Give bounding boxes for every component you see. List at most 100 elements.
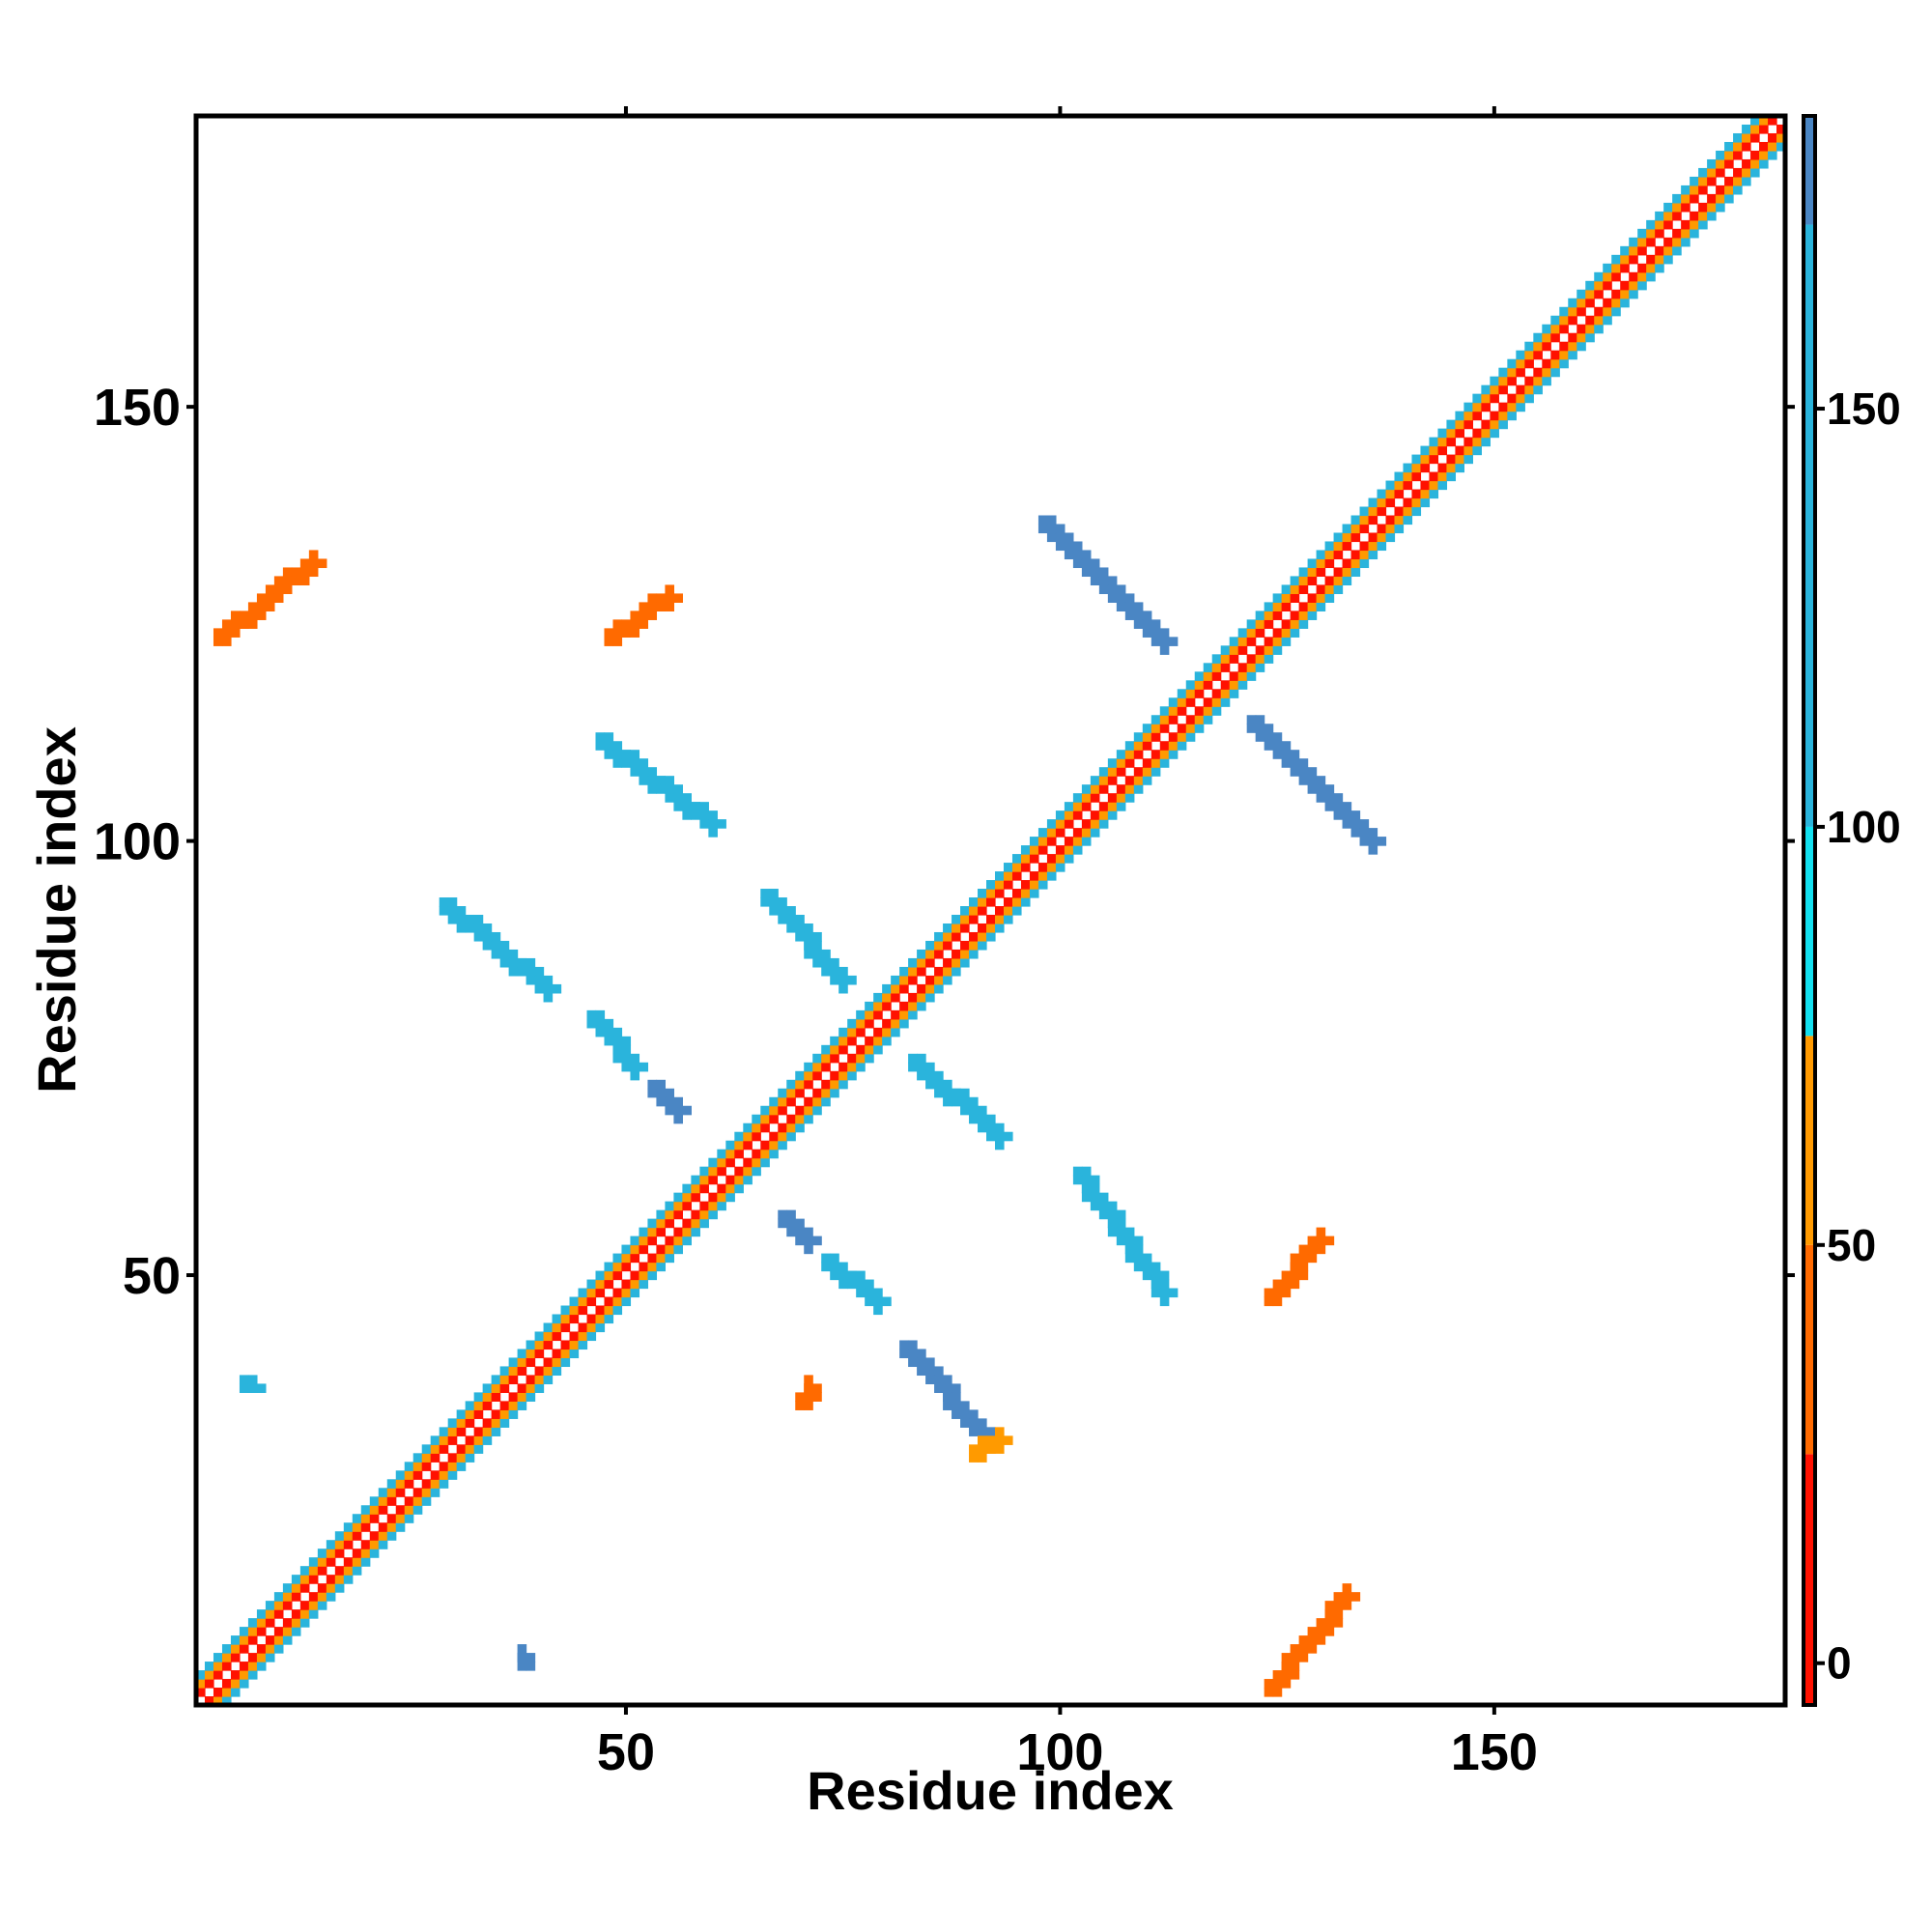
heatmap-cell	[1298, 1253, 1309, 1264]
heatmap-cell	[1298, 1244, 1309, 1255]
heatmap-cell	[908, 957, 918, 968]
heatmap-cell	[456, 923, 467, 933]
heatmap-cell	[708, 819, 718, 829]
heatmap-cell	[1151, 732, 1161, 742]
heatmap-cell	[1577, 324, 1586, 334]
heatmap-cell	[1185, 732, 1196, 742]
heatmap-cell	[821, 949, 831, 959]
heatmap-cell	[1281, 593, 1292, 603]
heatmap-cell	[1116, 1209, 1126, 1220]
heatmap-cell	[873, 1288, 883, 1298]
heatmap-cell	[1733, 141, 1743, 152]
heatmap-cell	[1003, 906, 1013, 916]
heatmap-cell	[360, 1557, 371, 1567]
heatmap-cell	[1098, 567, 1109, 578]
heatmap-cell	[1107, 1201, 1118, 1211]
heatmap-cell	[1055, 819, 1065, 829]
heatmap-cell	[1159, 1279, 1170, 1290]
heatmap-cell	[1272, 602, 1283, 611]
heatmap-cell	[865, 1036, 874, 1046]
heatmap-cell	[1394, 471, 1405, 482]
heatmap-cell	[578, 1305, 588, 1316]
heatmap-cell	[1064, 802, 1074, 811]
heatmap-cell	[838, 1279, 848, 1290]
heatmap-cell	[795, 1105, 805, 1116]
heatmap-cell	[804, 949, 813, 959]
heatmap-cell	[1594, 324, 1604, 334]
heatmap-cell	[1385, 515, 1396, 526]
heatmap-cell	[917, 983, 926, 994]
heatmap-cell	[1220, 654, 1231, 664]
heatmap-cell	[543, 1331, 554, 1342]
heatmap-cell	[352, 1566, 362, 1576]
heatmap-cell	[960, 914, 970, 924]
heatmap-cell	[1411, 454, 1422, 465]
heatmap-cell	[1507, 358, 1517, 369]
heatmap-cell	[743, 1122, 753, 1133]
heatmap-cell	[482, 1383, 493, 1393]
heatmap-cell	[1255, 663, 1265, 672]
heatmap-cell	[952, 966, 961, 977]
heatmap-cell	[1159, 637, 1170, 646]
heatmap-cell	[604, 637, 614, 646]
heatmap-cell	[673, 1236, 683, 1246]
heatmap-cell	[891, 1009, 900, 1020]
heatmap-cell	[682, 810, 692, 820]
heatmap-cell	[595, 1288, 606, 1298]
heatmap-cell	[1098, 1192, 1109, 1203]
heatmap-cell	[1264, 1688, 1274, 1697]
heatmap-cell	[404, 1462, 414, 1471]
heatmap-cell	[308, 567, 319, 578]
heatmap-cell	[647, 1088, 658, 1098]
heatmap-cell	[1550, 332, 1560, 343]
heatmap-cell	[656, 1262, 667, 1272]
heatmap-cell	[865, 1053, 874, 1064]
heatmap-cell	[456, 1462, 467, 1471]
heatmap-cell	[1255, 732, 1265, 742]
heatmap-cell	[856, 1018, 866, 1029]
heatmap-cell	[1116, 758, 1126, 768]
heatmap-cell	[743, 1140, 753, 1151]
heatmap-cell	[986, 1131, 996, 1142]
heatmap-cell	[1333, 1609, 1344, 1619]
heatmap-cell	[1290, 1279, 1300, 1290]
heatmap-cell	[1055, 541, 1065, 552]
heatmap-cell	[821, 957, 831, 968]
heatmap-cell	[291, 1609, 301, 1619]
heatmap-cell	[847, 975, 857, 985]
heatmap-cell	[665, 776, 674, 785]
heatmap-cell	[812, 1392, 822, 1402]
heatmap-cell	[1116, 1227, 1126, 1237]
heatmap-cell	[1116, 1218, 1126, 1229]
heatmap-cell	[1394, 480, 1405, 491]
heatmap-cell	[1524, 358, 1534, 369]
heatmap-cell	[334, 1548, 345, 1558]
heatmap-cell	[656, 1218, 667, 1229]
heatmap-cell	[1681, 193, 1690, 204]
heatmap-cell	[708, 1157, 718, 1168]
heatmap-cell	[978, 1453, 987, 1463]
heatmap-cell	[439, 1435, 449, 1445]
heatmap-cell	[908, 992, 918, 1003]
heatmap-cell	[465, 1435, 475, 1445]
heatmap-cell	[1524, 341, 1534, 352]
heatmap-cell	[360, 1540, 371, 1549]
heatmap-cell	[1359, 819, 1370, 829]
heatmap-cell	[647, 1270, 658, 1281]
heatmap-cell	[1272, 1288, 1283, 1298]
heatmap-cell	[1098, 1209, 1109, 1220]
heatmap-cell	[595, 1027, 606, 1037]
heatmap-cell	[1081, 828, 1092, 838]
heatmap-cell	[482, 1418, 493, 1428]
heatmap-cell	[1220, 697, 1231, 707]
heatmap-cell	[1368, 845, 1378, 855]
heatmap-cell	[786, 1096, 796, 1107]
heatmap-cell	[1742, 132, 1751, 143]
heatmap-cell	[1316, 1227, 1326, 1237]
heatmap-cell	[196, 1679, 206, 1689]
heatmap-cell	[1594, 289, 1604, 299]
heatmap-cell	[830, 1079, 839, 1090]
heatmap-cell	[743, 1157, 753, 1168]
heatmap-cell	[1385, 524, 1396, 534]
heatmap-cell	[934, 1088, 944, 1098]
